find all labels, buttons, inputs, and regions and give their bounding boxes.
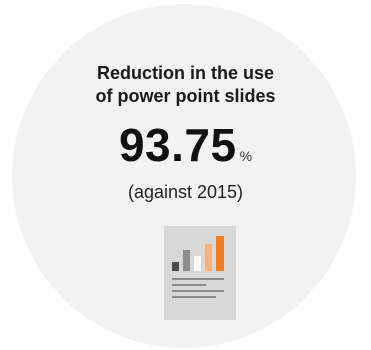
- icon-text-line-1: [172, 278, 224, 280]
- icon-bar-4: [205, 244, 212, 271]
- stat-title-line-1: Reduction in the use: [96, 63, 274, 83]
- icon-bar-1: [172, 262, 179, 271]
- stat-unit: %: [239, 148, 253, 164]
- stat-title: Reduction in the use of power point slid…: [0, 62, 371, 108]
- icon-text-line-3: [172, 290, 224, 292]
- icon-bar-3: [194, 256, 201, 271]
- icon-text-line-2: [172, 284, 206, 286]
- icon-bar-5: [216, 236, 224, 271]
- stat-value: 93.75: [118, 119, 237, 171]
- stat-subtitle: (against 2015): [127, 182, 244, 202]
- document-bar-chart-icon: [164, 226, 236, 320]
- icon-bar-2: [183, 250, 190, 271]
- icon-text-line-4: [172, 296, 216, 298]
- stat-title-line-2: of power point slides: [95, 86, 276, 106]
- stat-value-row: 93.75%: [0, 122, 371, 168]
